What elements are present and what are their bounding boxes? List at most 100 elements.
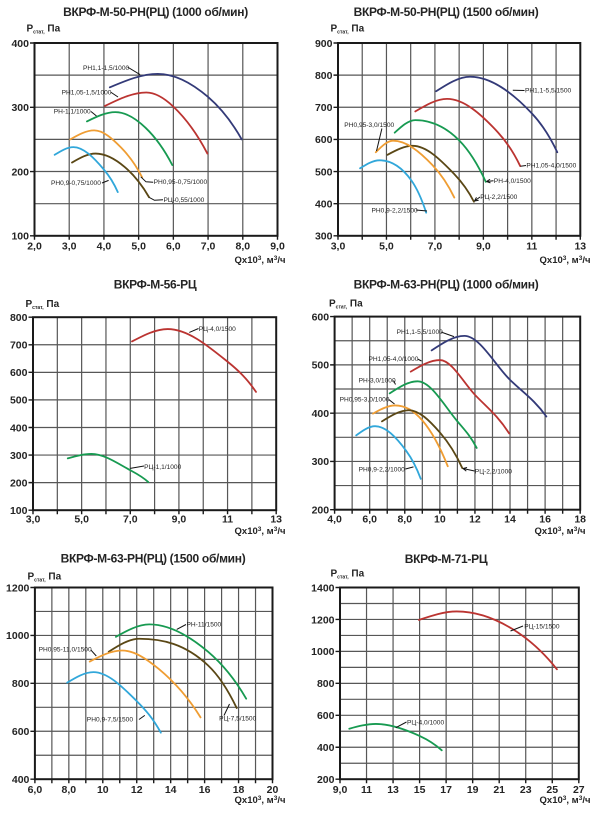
svg-text:18: 18 (233, 784, 245, 796)
svg-text:РН1,1-1,5/1000: РН1,1-1,5/1000 (83, 65, 130, 72)
svg-text:13: 13 (574, 240, 586, 252)
svg-text:15: 15 (414, 784, 426, 796)
svg-text:1200: 1200 (311, 614, 335, 626)
svg-text:16: 16 (539, 513, 551, 525)
svg-text:600: 600 (12, 726, 30, 738)
svg-text:10: 10 (97, 784, 109, 796)
svg-text:500: 500 (10, 395, 28, 407)
svg-text:РЦ-15/1500: РЦ-15/1500 (524, 624, 560, 631)
svg-text:7,0: 7,0 (428, 240, 443, 252)
svg-text:4,0: 4,0 (97, 240, 112, 252)
svg-text:800: 800 (315, 70, 333, 82)
svg-text:РН0,95-11,0/1500: РН0,95-11,0/1500 (39, 647, 92, 654)
svg-text:Qx103, м3/ч: Qx103, м3/ч (235, 255, 286, 266)
svg-text:400: 400 (312, 408, 330, 420)
svg-text:РН0,9-2,2/1000: РН0,9-2,2/1000 (359, 466, 406, 473)
svg-text:9,0: 9,0 (333, 784, 348, 796)
svg-text:3,0: 3,0 (62, 240, 77, 252)
svg-text:800: 800 (10, 312, 28, 324)
svg-text:РН-4,0/1500: РН-4,0/1500 (494, 178, 531, 185)
svg-text:200: 200 (312, 505, 330, 517)
svg-text:600: 600 (315, 134, 333, 146)
svg-text:РН0,95-3,0/1000: РН0,95-3,0/1000 (340, 396, 390, 403)
svg-text:600: 600 (10, 367, 28, 379)
svg-text:3,0: 3,0 (26, 513, 41, 525)
svg-text:Qx103, м3/ч: Qx103, м3/ч (540, 795, 591, 806)
svg-text:100: 100 (10, 505, 28, 517)
svg-text:2,0: 2,0 (27, 240, 42, 252)
svg-text:Qx103, м3/ч: Qx103, м3/ч (235, 795, 286, 806)
svg-text:РН1,1-5,5/1000: РН1,1-5,5/1000 (397, 329, 444, 336)
svg-text:400: 400 (11, 38, 29, 50)
svg-text:ВКРФ-М-50-РН(РЦ) (1000 об/мин): ВКРФ-М-50-РН(РЦ) (1000 об/мин) (63, 5, 248, 19)
svg-text:14: 14 (165, 784, 177, 796)
svg-text:200: 200 (11, 166, 29, 178)
svg-text:700: 700 (10, 340, 28, 352)
svg-text:13: 13 (387, 784, 399, 796)
svg-text:27: 27 (573, 784, 585, 796)
svg-text:РЦ-7,5/1500: РЦ-7,5/1500 (219, 716, 256, 723)
svg-text:РН0,9-7,5/1500: РН0,9-7,5/1500 (87, 717, 134, 724)
svg-text:9,0: 9,0 (172, 513, 187, 525)
svg-text:8,0: 8,0 (397, 513, 412, 525)
svg-text:ВКРФ-М-63-РН(РЦ) (1500 об/мин): ВКРФ-М-63-РН(РЦ) (1500 об/мин) (61, 552, 246, 566)
svg-text:18: 18 (574, 513, 586, 525)
svg-text:ВКРФ-М-50-РН(РЦ) (1500 об/мин): ВКРФ-М-50-РН(РЦ) (1500 об/мин) (354, 5, 539, 19)
svg-text:10: 10 (434, 513, 446, 525)
svg-text:8,0: 8,0 (62, 784, 77, 796)
svg-text:14: 14 (504, 513, 516, 525)
svg-text:300: 300 (315, 231, 333, 243)
svg-text:1400: 1400 (311, 582, 335, 594)
svg-text:РЦ-4,0/1000: РЦ-4,0/1000 (407, 719, 444, 726)
svg-text:РЦ-4,0/1500: РЦ-4,0/1500 (199, 326, 236, 333)
svg-text:600: 600 (312, 311, 330, 323)
svg-text:700: 700 (315, 102, 333, 114)
svg-text:РН1,05-4,0/1500: РН1,05-4,0/1500 (526, 163, 576, 170)
svg-text:400: 400 (12, 774, 30, 786)
svg-text:19: 19 (467, 784, 479, 796)
svg-text:РН0,9-2,2/1500: РН0,9-2,2/1500 (372, 207, 419, 214)
svg-text:500: 500 (315, 166, 333, 178)
svg-text:200: 200 (10, 477, 28, 489)
svg-text:3,0: 3,0 (331, 240, 346, 252)
svg-text:ВКРФ-М-71-РЦ: ВКРФ-М-71-РЦ (405, 552, 488, 566)
svg-text:23: 23 (520, 784, 532, 796)
svg-text:300: 300 (10, 450, 28, 462)
svg-text:РН0,9-0,75/1000: РН0,9-0,75/1000 (51, 180, 101, 187)
svg-text:11: 11 (222, 513, 233, 525)
svg-text:25: 25 (546, 784, 558, 796)
svg-text:1000: 1000 (6, 630, 30, 642)
svg-text:600: 600 (317, 710, 335, 722)
svg-text:6,0: 6,0 (28, 784, 43, 796)
svg-text:500: 500 (312, 360, 330, 372)
svg-text:РН0,95-3,0/1500: РН0,95-3,0/1500 (344, 122, 394, 129)
svg-text:20: 20 (267, 784, 279, 796)
svg-text:РН-3,0/1000: РН-3,0/1000 (359, 377, 396, 384)
svg-text:РЦ-1,1/1000: РЦ-1,1/1000 (144, 464, 181, 471)
svg-text:12: 12 (131, 784, 143, 796)
svg-text:17: 17 (440, 784, 452, 796)
svg-text:РН1,05-1,5/1000: РН1,05-1,5/1000 (62, 89, 112, 96)
svg-text:100: 100 (11, 231, 29, 243)
svg-text:400: 400 (317, 742, 335, 754)
svg-text:Qx103, м3/ч: Qx103, м3/ч (235, 526, 286, 537)
svg-text:1000: 1000 (311, 646, 335, 658)
svg-text:400: 400 (315, 198, 333, 210)
svg-text:1200: 1200 (6, 582, 30, 594)
svg-text:РН1,05-4,0/1000: РН1,05-4,0/1000 (369, 356, 419, 363)
svg-text:300: 300 (11, 102, 29, 114)
svg-text:200: 200 (317, 774, 335, 786)
svg-text:7,0: 7,0 (201, 240, 216, 252)
svg-text:Qx103, м3/ч: Qx103, м3/ч (540, 255, 591, 266)
svg-text:РН1,1-5,5/1500: РН1,1-5,5/1500 (525, 87, 572, 94)
svg-text:5,0: 5,0 (74, 513, 89, 525)
svg-text:Qx103, м3/ч: Qx103, м3/ч (535, 526, 586, 537)
svg-text:РЦ-2,2/1500: РЦ-2,2/1500 (480, 194, 517, 201)
svg-text:8,0: 8,0 (235, 240, 250, 252)
svg-text:6,0: 6,0 (362, 513, 377, 525)
svg-text:400: 400 (10, 422, 28, 434)
svg-text:21: 21 (493, 784, 505, 796)
svg-text:5,0: 5,0 (379, 240, 394, 252)
svg-text:РН-1,1/1000: РН-1,1/1000 (54, 109, 91, 116)
svg-text:13: 13 (270, 513, 282, 525)
